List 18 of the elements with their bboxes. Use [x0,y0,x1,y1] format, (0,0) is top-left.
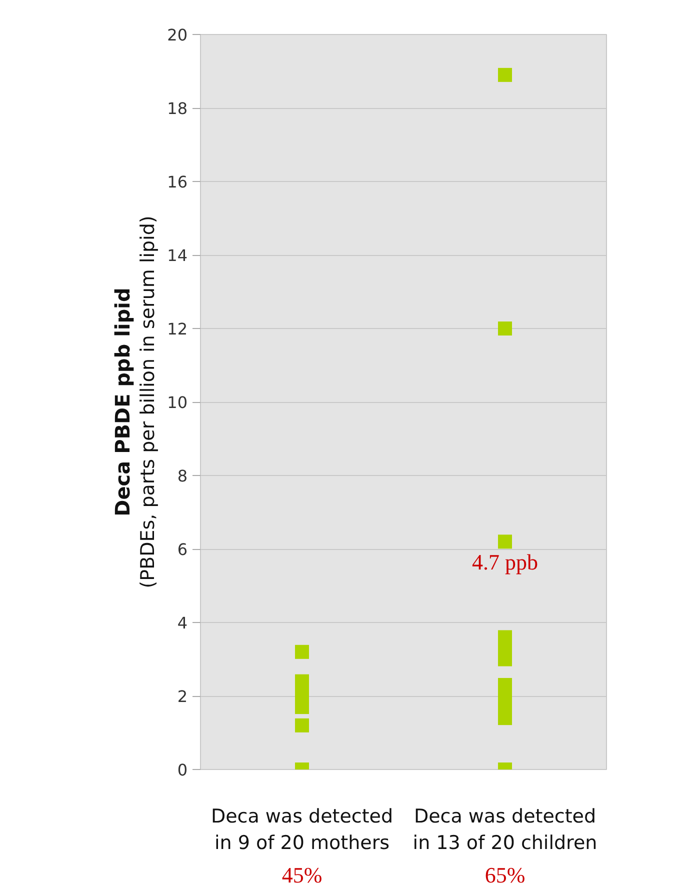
annotation: 4.7 ppb [472,550,538,575]
y-tick-label: 8 [177,466,188,486]
y-tick-label: 10 [167,393,188,412]
text: 65% [484,862,526,888]
text: 45% [282,862,322,888]
y-tick-label: 2 [177,687,188,706]
y-tick-label: 12 [167,320,188,338]
y-tick-label: 6 [177,540,188,559]
x-tick-label: Deca was detected in 9 of 20 mothers [210,806,394,854]
y-tick-label: 4 [177,614,188,632]
x-tick-label: Deca was detected in 13 of 20 children [412,806,598,854]
y-axis-title: Deca PBDE ppb lipid [110,288,134,516]
y-tick-label: 16 [167,172,188,192]
text: (PBDEs, parts per billion in serum lipid) [137,216,160,588]
y-tick-label: 0 [177,760,188,780]
y-tick-label: 14 [167,246,188,265]
y-tick-label: 18 [167,99,188,118]
y-tick-label: 20 [167,26,188,44]
